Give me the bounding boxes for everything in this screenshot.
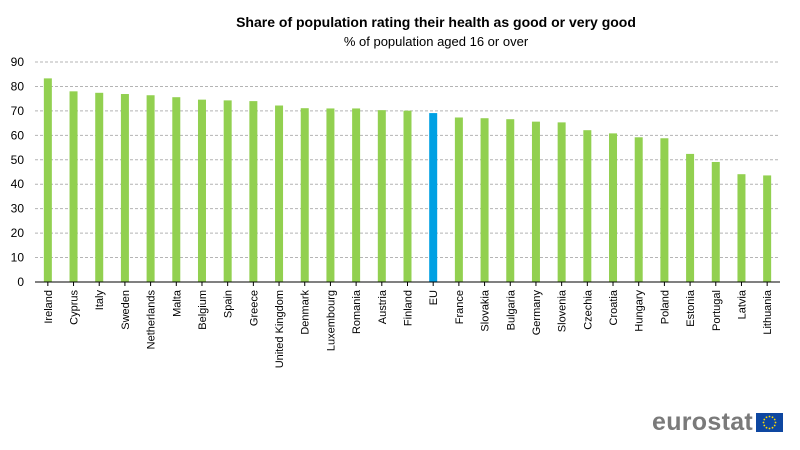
bar [454,117,463,282]
y-tick-label: 0 [17,275,24,289]
x-axis-ticks: Ireland Cyprus Italy Sweden Netherlands Malta… [43,282,774,368]
bar [120,94,129,283]
x-tick-label: Malta [171,289,183,317]
y-tick-label: 30 [11,202,25,216]
y-tick-label: 20 [11,226,25,240]
flag-star [771,426,774,429]
bar [557,122,566,282]
bars [43,78,772,283]
flag-star [762,421,765,424]
x-tick-label: EU [428,290,440,305]
bar [429,113,438,282]
x-tick-label: France [454,290,466,324]
eurostat-logo: eurostat [652,408,784,436]
x-tick-label: Romania [351,289,363,334]
y-tick-label: 90 [11,55,25,69]
x-tick-label: Italy [94,290,106,311]
bar [403,110,412,283]
x-tick-label: Sweden [120,290,132,330]
bar [583,130,592,282]
eu-flag-icon [756,413,784,432]
bar [506,119,515,282]
bar [300,108,309,282]
x-tick-label: Luxembourg [325,290,337,351]
x-tick-label: Latvia [736,289,748,319]
x-tick-label: Austria [377,289,389,324]
bar [531,121,540,283]
x-tick-label: Netherlands [146,290,158,350]
flag-star [768,427,771,430]
bar [197,99,206,283]
flag-star [765,416,768,419]
x-tick-label: Spain [223,290,235,318]
x-tick-label: Poland [659,290,671,324]
bar [352,108,361,282]
bar [69,91,78,282]
bar [43,78,52,282]
x-tick-label: Ireland [43,290,55,324]
x-tick-label: Croatia [608,289,620,325]
x-tick-label: Portugal [711,290,723,331]
x-tick-label: Slovenia [557,289,569,332]
flag-star [768,415,771,418]
bar [275,105,284,282]
bar [634,137,643,282]
bar [660,138,669,282]
x-tick-label: Slovakia [480,289,492,331]
y-tick-label: 60 [11,128,25,142]
y-tick-label: 10 [11,251,25,265]
bar [146,95,155,282]
x-tick-label: Greece [248,290,260,326]
y-axis-ticks: 0 10 20 30 40 50 60 70 80 90 [11,55,25,289]
bar [249,101,258,282]
logo-wordmark: eurostat [652,408,754,436]
y-tick-label: 80 [11,79,25,93]
y-tick-label: 40 [11,177,25,191]
bar [763,175,772,282]
bar [95,92,104,282]
flag-star [771,416,774,419]
x-tick-label: Estonia [685,289,697,327]
x-tick-label: Hungary [634,290,646,332]
chart-subtitle: % of population aged 16 or over [344,34,529,49]
y-tick-label: 50 [11,153,25,167]
bar [326,108,335,282]
bar [609,133,618,282]
bar [737,174,746,282]
x-tick-label: Czechia [582,289,594,330]
bar [172,97,181,282]
flag-star [773,424,776,427]
flag-star [774,421,777,424]
flag-star [763,424,766,427]
bar [223,100,232,282]
bar [480,118,489,282]
y-tick-label: 70 [11,104,25,118]
bar [377,110,386,283]
flag-star [765,426,768,429]
chart-title: Share of population rating their health … [236,14,636,30]
x-tick-label: United Kingdom [274,290,286,368]
x-tick-label: Finland [403,290,415,326]
x-tick-label: Bulgaria [505,289,517,330]
x-tick-label: Cyprus [69,290,81,325]
x-tick-label: Germany [531,290,543,336]
flag-star [773,418,776,421]
bar [686,153,695,282]
x-tick-label: Denmark [300,290,312,335]
flag-star [763,418,766,421]
x-tick-label: Belgium [197,290,209,330]
x-tick-label: Lithuania [762,289,774,335]
bar [711,161,720,282]
